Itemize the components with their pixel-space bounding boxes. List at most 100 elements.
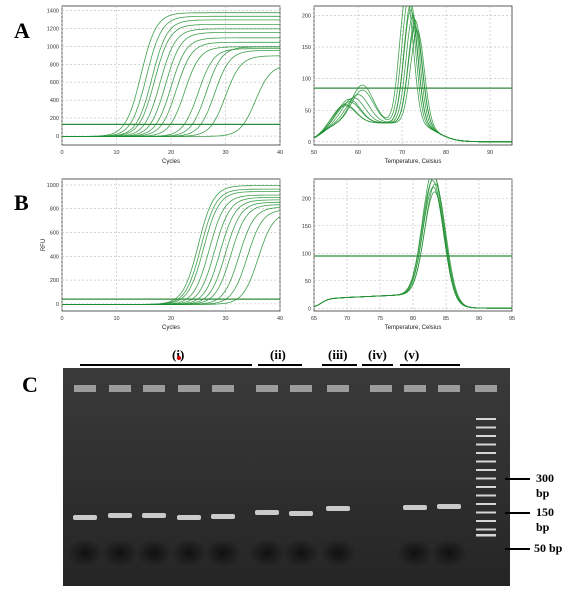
x-tick-label: 95 xyxy=(509,316,515,322)
ladder-size-tick xyxy=(505,512,530,514)
ladder-band xyxy=(476,520,496,522)
x-tick-label: 75 xyxy=(377,316,383,322)
x-tick-label: 70 xyxy=(399,150,405,156)
y-tick-label: 1200 xyxy=(47,26,59,32)
primer-dimer-smear xyxy=(136,539,172,567)
y-tick-label: 200 xyxy=(50,116,59,122)
series-line xyxy=(62,216,280,305)
series-line xyxy=(314,29,512,143)
x-tick-label: 10 xyxy=(113,150,119,156)
lane-group-label: (i) xyxy=(172,347,185,362)
ladder-band xyxy=(476,511,496,514)
primer-dimer-smear xyxy=(283,539,319,567)
primer-dimer-smear xyxy=(397,539,433,567)
x-tick-label: 50 xyxy=(311,150,317,156)
ladder-band xyxy=(476,443,496,446)
lane-group-line xyxy=(322,364,357,366)
gel-well xyxy=(109,385,131,392)
y-tick-label: 400 xyxy=(50,98,59,104)
y-tick-label: 800 xyxy=(50,62,59,68)
x-tick-label: 90 xyxy=(487,150,493,156)
y-tick-label: 0 xyxy=(308,306,311,312)
x-tick-label: 90 xyxy=(476,316,482,322)
y-tick-label: 0 xyxy=(56,134,59,140)
primer-dimer-smear xyxy=(431,539,467,567)
y-tick-label: 800 xyxy=(50,207,59,213)
primer-dimer-smear xyxy=(205,539,241,567)
ladder-band xyxy=(476,418,496,420)
ladder-band xyxy=(476,452,496,454)
ladder-size-label: 300 bp xyxy=(536,471,554,500)
x-tick-label: 70 xyxy=(344,316,350,322)
y-tick-label: 100 xyxy=(302,77,311,83)
y-tick-label: 150 xyxy=(302,45,311,51)
ladder-band xyxy=(476,528,496,531)
gel-band xyxy=(108,513,132,518)
y-tick-label: 100 xyxy=(302,251,311,257)
y-tick-label: 600 xyxy=(50,80,59,86)
y-tick-label: 0 xyxy=(56,302,59,308)
y-tick-label: 1400 xyxy=(47,8,59,14)
x-axis-label: Cycles xyxy=(162,159,180,165)
gel-well xyxy=(212,385,234,392)
x-tick-label: 40 xyxy=(277,150,283,156)
ladder-band xyxy=(476,503,496,505)
lane-group-line xyxy=(362,364,393,366)
x-tick-label: 80 xyxy=(410,316,416,322)
lane-group-marker xyxy=(177,356,181,360)
y-tick-label: 200 xyxy=(302,13,311,19)
primer-dimer-smear xyxy=(171,539,207,567)
ladder-size-tick xyxy=(505,478,530,480)
x-tick-label: 80 xyxy=(443,150,449,156)
gel-band xyxy=(326,506,350,511)
lane-group-line xyxy=(80,364,252,366)
ladder-band xyxy=(476,435,496,437)
ladder-band xyxy=(476,534,496,537)
ladder-size-tick xyxy=(505,548,530,550)
panel-label-a: A xyxy=(14,18,30,43)
gel-band xyxy=(177,515,201,520)
x-tick-label: 20 xyxy=(168,316,174,322)
chart-b-melt: 65 70 75 80 85 90 95 0 50 100 150 200 Temperature, C… xyxy=(302,178,515,331)
x-tick-label: 30 xyxy=(222,150,228,156)
y-tick-label: 1000 xyxy=(47,183,59,189)
y-tick-label: 150 xyxy=(302,224,311,230)
panel-label-b: B xyxy=(14,190,29,215)
gel-well xyxy=(438,385,460,392)
x-tick-label: 60 xyxy=(355,150,361,156)
lane-group-line xyxy=(258,364,302,366)
primer-dimer-smear xyxy=(320,539,356,567)
x-axis-label: Temperature, Celsius xyxy=(385,159,442,165)
gel-band xyxy=(403,505,427,510)
ladder-band xyxy=(476,486,496,488)
ladder-band xyxy=(476,426,496,429)
y-tick-label: 50 xyxy=(305,108,311,114)
x-tick-label: 30 xyxy=(222,316,228,322)
lane-group-label: (v) xyxy=(404,347,420,362)
gel-well xyxy=(370,385,392,392)
primer-dimer-smear xyxy=(249,539,285,567)
ladder-band xyxy=(476,477,496,480)
lane-group-label: (iv) xyxy=(368,347,387,362)
lane-group-label: (iii) xyxy=(328,347,348,362)
y-axis-label: RFU xyxy=(41,239,47,251)
x-tick-label: 65 xyxy=(311,316,317,322)
primer-dimer-smear xyxy=(102,539,138,567)
ladder-band xyxy=(476,460,496,463)
x-axis-label: Cycles xyxy=(162,325,180,331)
x-tick-label: 0 xyxy=(60,316,63,322)
gel-well xyxy=(404,385,426,392)
x-tick-label: 0 xyxy=(60,150,63,156)
gel-well xyxy=(475,385,497,392)
y-tick-label: 600 xyxy=(50,231,59,237)
plot-frame xyxy=(313,5,513,146)
y-tick-label: 1000 xyxy=(47,44,59,50)
gel-band xyxy=(289,511,313,516)
y-tick-label: 400 xyxy=(50,254,59,260)
x-axis-label: Temperature, Celsius xyxy=(385,325,442,331)
x-tick-label: 40 xyxy=(277,316,283,322)
agarose-gel xyxy=(63,368,510,586)
gel-well xyxy=(74,385,96,392)
